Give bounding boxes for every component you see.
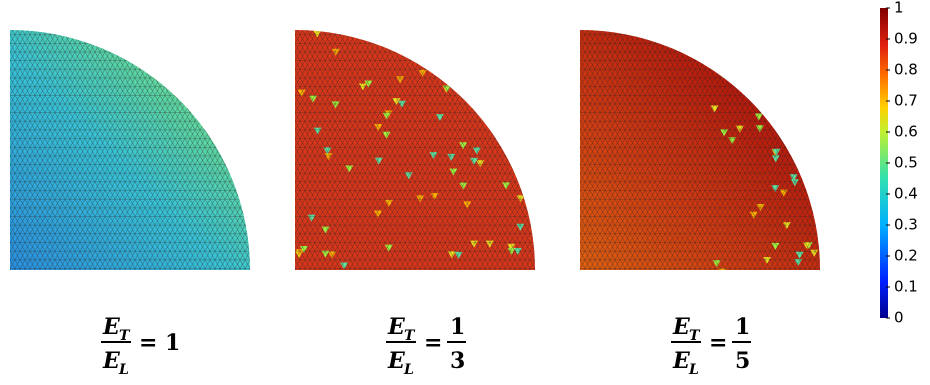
mesh-element — [784, 131, 793, 139]
mesh-element — [811, 66, 820, 74]
mesh-element — [464, 90, 473, 98]
mesh-element — [782, 86, 791, 94]
colorbar-tick-label: 0.6 — [894, 123, 918, 141]
mesh-element — [519, 163, 528, 171]
colorbar-tick-label: 0.2 — [894, 247, 918, 265]
label-num-sub: T — [689, 328, 701, 344]
label-num-sub: T — [119, 328, 131, 344]
label-relation: = — [709, 330, 727, 356]
mesh-element — [818, 104, 820, 112]
mesh-element — [506, 86, 515, 94]
label-num: E — [102, 314, 121, 340]
label-den: E — [387, 348, 406, 374]
mesh-element — [491, 88, 500, 96]
mesh-element — [760, 88, 769, 96]
label-den-sub: L — [688, 362, 699, 378]
label-relation: = — [139, 330, 157, 356]
mesh-element — [460, 87, 469, 95]
label-rhs: 1 — [165, 330, 180, 356]
label-relation: = — [424, 330, 442, 356]
mesh-element — [733, 59, 742, 67]
colorbar-tick-label: 0.5 — [894, 154, 918, 172]
label-num: E — [387, 314, 406, 340]
panel-3 — [580, 30, 820, 270]
label-rhs-num: 1 — [735, 314, 750, 340]
mesh-element — [789, 78, 798, 86]
colorbar — [880, 8, 888, 318]
label-den-sub: L — [118, 362, 129, 378]
panel-2 — [295, 30, 535, 270]
colorbar-tick-label: 0 — [894, 309, 904, 327]
mesh-element — [414, 37, 423, 45]
colorbar-tick-label: 0.3 — [894, 216, 918, 234]
mesh-element — [804, 134, 813, 142]
mesh-element — [780, 77, 789, 85]
colorbar-tick-label: 0.9 — [894, 30, 918, 48]
mesh-element — [534, 82, 535, 90]
mesh-element — [477, 96, 486, 104]
label-num-sub: T — [404, 328, 416, 344]
label-rhs-num: 1 — [450, 314, 465, 340]
mesh-element — [520, 125, 529, 133]
panel-1 — [10, 30, 250, 270]
label-rhs-den: 3 — [450, 348, 465, 374]
mesh-element — [814, 175, 820, 183]
mesh-element — [513, 43, 522, 51]
colorbar-tick-label: 0.4 — [894, 185, 918, 203]
mesh-element — [798, 85, 807, 93]
mesh-element — [512, 139, 521, 147]
label-den-sub: L — [403, 362, 414, 378]
colorbar-tick-label: 0.7 — [894, 92, 918, 110]
mesh-element — [446, 64, 455, 72]
colorbar-tick-label: 0.1 — [894, 278, 918, 296]
colorbar-tick-label: 1 — [894, 0, 904, 17]
mesh-element — [495, 109, 504, 117]
mesh-element — [795, 48, 804, 56]
mesh-element — [790, 89, 799, 97]
mesh-element — [462, 42, 471, 50]
label-rhs-den: 5 — [735, 348, 750, 374]
label-den: E — [672, 348, 691, 374]
mesh-element — [719, 55, 728, 63]
mesh-element — [805, 181, 814, 189]
mesh-element — [742, 36, 751, 44]
mesh-element — [724, 38, 733, 46]
mesh-element — [732, 62, 741, 70]
label-den: E — [102, 348, 121, 374]
colorbar-tick-label: 0.8 — [894, 61, 918, 79]
label-num: E — [672, 314, 691, 340]
